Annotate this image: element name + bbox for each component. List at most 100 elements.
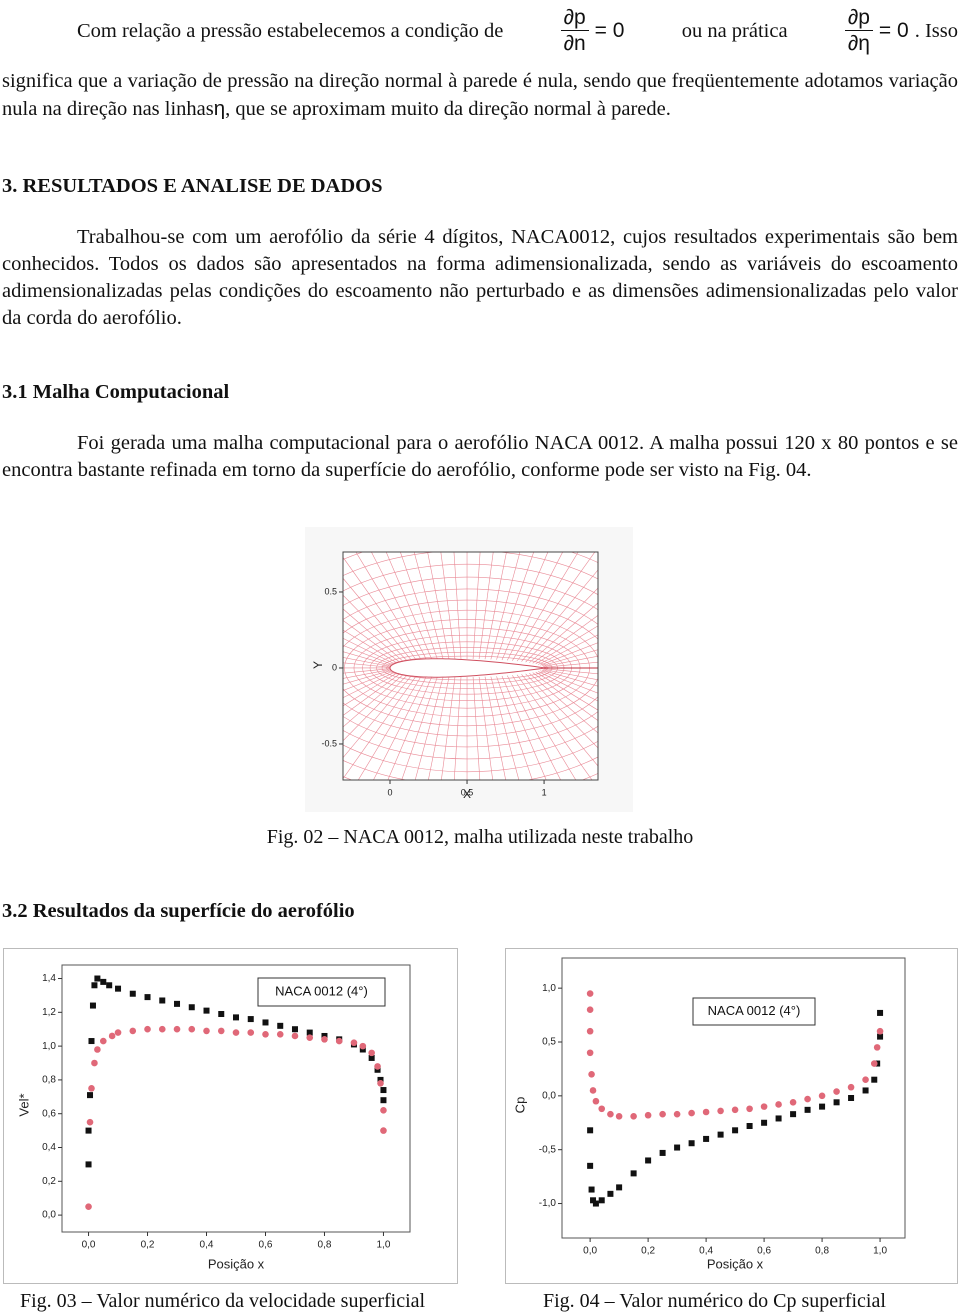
denominator: ∂η — [847, 31, 870, 55]
data-point — [88, 1038, 95, 1045]
mesh-line — [516, 552, 596, 662]
mesh-line — [343, 608, 405, 663]
mesh-line — [529, 673, 598, 734]
heading: 3.2 Resultados da superfície do aerofóli… — [2, 900, 355, 922]
y-tick-label: 0,4 — [42, 1142, 56, 1153]
data-point — [761, 1119, 768, 1126]
data-point — [262, 1019, 269, 1026]
data-point — [688, 1140, 695, 1147]
mesh-line — [428, 676, 450, 780]
data-point — [615, 1113, 623, 1120]
data-point — [592, 1097, 600, 1105]
mesh-figure: 0 0.5 1-0.500.5XY — [305, 527, 633, 812]
heading: 3.1 Malha Computacional — [2, 381, 230, 403]
data-point — [85, 1203, 92, 1210]
data-point — [877, 1033, 884, 1040]
mesh-line — [400, 552, 438, 660]
data-point — [144, 994, 151, 1001]
mesh-line — [540, 642, 598, 666]
data-point — [217, 1027, 225, 1035]
y-tick-label: 0,5 — [542, 1037, 556, 1048]
data-point — [804, 1106, 811, 1113]
data-point — [144, 1025, 151, 1033]
data-point — [350, 1039, 358, 1047]
data-point — [85, 1161, 92, 1168]
denominator: ∂n — [563, 31, 586, 55]
data-point — [276, 1030, 284, 1038]
data-point — [659, 1149, 666, 1156]
mesh-line — [355, 552, 423, 661]
mesh-line — [496, 552, 535, 660]
y-tick-label: 0,0 — [42, 1210, 56, 1221]
data-point — [188, 1025, 196, 1033]
y-tick-label: 0,8 — [42, 1075, 56, 1086]
data-point — [789, 1099, 797, 1106]
fraction: ∂p ∂n — [560, 6, 589, 57]
y-tick-label: 0.5 — [324, 586, 337, 596]
data-point — [703, 1135, 710, 1142]
equation: ∂p ∂n = 0 — [560, 6, 624, 57]
airfoil — [389, 658, 545, 678]
mesh-line — [373, 675, 428, 780]
mesh-line — [343, 672, 402, 716]
x-axis-label: Posição x — [208, 1256, 265, 1271]
x-tick-label: 0,6 — [757, 1246, 771, 1257]
data-point — [377, 1079, 384, 1087]
data-point — [717, 1131, 724, 1138]
data-point — [873, 1044, 881, 1051]
mesh-line — [496, 676, 533, 780]
data-point — [847, 1083, 855, 1091]
data-point — [233, 1014, 239, 1021]
text: Com relação a pressão estabelecemos a co… — [77, 19, 504, 42]
mesh-line — [490, 552, 521, 660]
mesh-line — [343, 674, 418, 780]
data-point — [85, 1127, 92, 1134]
y-tick-label: 0,6 — [42, 1108, 56, 1119]
data-point — [94, 1046, 101, 1053]
data-point — [232, 1029, 240, 1036]
mesh-line — [501, 552, 549, 661]
data-point — [616, 1184, 623, 1191]
mesh-line — [343, 629, 399, 665]
data-point — [91, 982, 98, 989]
data-point — [335, 1037, 343, 1045]
x-axis-label: X — [463, 787, 471, 801]
y-tick-label: 1,0 — [42, 1041, 56, 1052]
x-tick-label: 0,4 — [200, 1240, 214, 1251]
mesh-line — [529, 602, 598, 663]
data-point — [174, 1000, 181, 1007]
mesh-line — [472, 552, 481, 660]
data-point — [129, 990, 136, 997]
data-point — [607, 1190, 614, 1197]
x-tick-label: 0,2 — [141, 1240, 155, 1251]
mesh-line — [484, 676, 507, 780]
data-point — [359, 1042, 367, 1050]
mesh-line — [385, 552, 433, 661]
data-point — [592, 1200, 599, 1207]
mesh-line — [357, 675, 423, 780]
data-point — [598, 1197, 605, 1204]
data-point — [862, 1087, 869, 1094]
data-point — [775, 1115, 782, 1122]
data-point — [833, 1088, 840, 1095]
mesh-line — [343, 673, 409, 742]
data-point — [321, 1036, 328, 1043]
x-tick-label: 1,0 — [873, 1246, 887, 1257]
data-point — [291, 1032, 299, 1040]
figure-background — [3, 948, 458, 1284]
paragraph: significa que a variação de pressão na d… — [2, 68, 958, 123]
x-tick-label: 0.5 — [461, 787, 474, 797]
y-tick-label: -0,5 — [539, 1144, 557, 1155]
x-tick-label: 0,8 — [318, 1240, 332, 1251]
y-tick-label: -1,0 — [539, 1198, 557, 1209]
mesh-line — [440, 552, 456, 660]
data-point — [108, 1032, 116, 1040]
caption: Fig. 04 – Valor numérico do Cp superfici… — [543, 1290, 886, 1312]
data-point — [173, 1025, 181, 1033]
data-point — [659, 1110, 666, 1118]
data-point — [630, 1170, 637, 1177]
data-point — [746, 1123, 753, 1129]
data-point — [607, 1110, 614, 1118]
data-point — [106, 982, 113, 989]
data-point — [587, 1127, 594, 1134]
